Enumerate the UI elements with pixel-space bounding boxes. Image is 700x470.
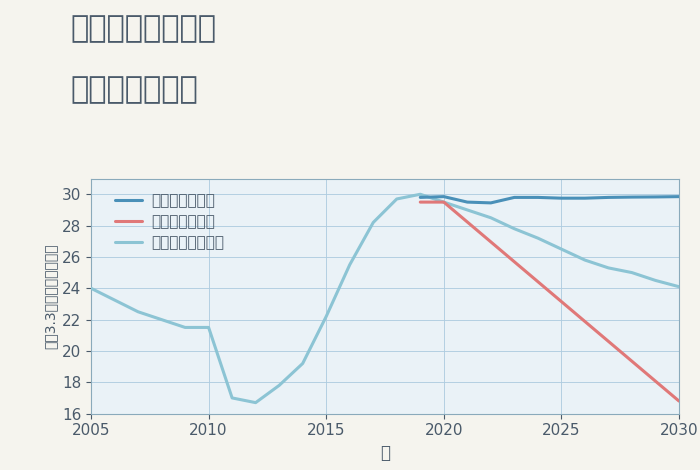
バッドシナリオ <box>416 199 424 205</box>
ノーマルシナリオ <box>275 383 284 388</box>
グッドシナリオ <box>440 194 448 199</box>
Y-axis label: 坪（3.3㎡）単価（万円）: 坪（3.3㎡）単価（万円） <box>43 243 57 349</box>
ノーマルシナリオ <box>533 235 542 241</box>
ノーマルシナリオ <box>134 309 142 314</box>
Legend: グッドシナリオ, バッドシナリオ, ノーマルシナリオ: グッドシナリオ, バッドシナリオ, ノーマルシナリオ <box>111 188 229 255</box>
グッドシナリオ <box>416 195 424 200</box>
ノーマルシナリオ <box>463 207 472 213</box>
ノーマルシナリオ <box>486 215 495 220</box>
グッドシナリオ <box>581 196 589 201</box>
ノーマルシナリオ <box>87 285 95 291</box>
ノーマルシナリオ <box>651 278 659 283</box>
ノーマルシナリオ <box>228 395 237 401</box>
Line: グッドシナリオ: グッドシナリオ <box>420 196 679 203</box>
グッドシナリオ <box>628 194 636 200</box>
Line: バッドシナリオ: バッドシナリオ <box>420 202 679 401</box>
ノーマルシナリオ <box>251 400 260 406</box>
Text: 土地の価格推移: 土地の価格推移 <box>70 75 197 104</box>
ノーマルシナリオ <box>346 262 354 267</box>
ノーマルシナリオ <box>322 313 330 319</box>
ノーマルシナリオ <box>181 325 189 330</box>
グッドシナリオ <box>510 195 519 200</box>
ノーマルシナリオ <box>628 270 636 275</box>
ノーマルシナリオ <box>440 199 448 205</box>
ノーマルシナリオ <box>675 284 683 290</box>
ノーマルシナリオ <box>158 317 166 322</box>
グッドシナリオ <box>651 194 659 200</box>
Line: ノーマルシナリオ: ノーマルシナリオ <box>91 194 679 403</box>
ノーマルシナリオ <box>604 265 612 271</box>
グッドシナリオ <box>675 194 683 199</box>
グッドシナリオ <box>533 195 542 200</box>
ノーマルシナリオ <box>393 196 401 202</box>
Text: 千葉県印西市滝の: 千葉県印西市滝の <box>70 14 216 43</box>
ノーマルシナリオ <box>204 325 213 330</box>
ノーマルシナリオ <box>369 219 377 225</box>
グッドシナリオ <box>604 195 612 200</box>
グッドシナリオ <box>463 199 472 205</box>
ノーマルシナリオ <box>581 257 589 263</box>
X-axis label: 年: 年 <box>380 444 390 462</box>
ノーマルシナリオ <box>557 246 566 252</box>
ノーマルシナリオ <box>298 360 307 366</box>
バッドシナリオ <box>440 199 448 205</box>
ノーマルシナリオ <box>416 191 424 197</box>
グッドシナリオ <box>557 196 566 201</box>
ノーマルシナリオ <box>510 226 519 232</box>
グッドシナリオ <box>486 200 495 206</box>
バッドシナリオ <box>675 398 683 404</box>
